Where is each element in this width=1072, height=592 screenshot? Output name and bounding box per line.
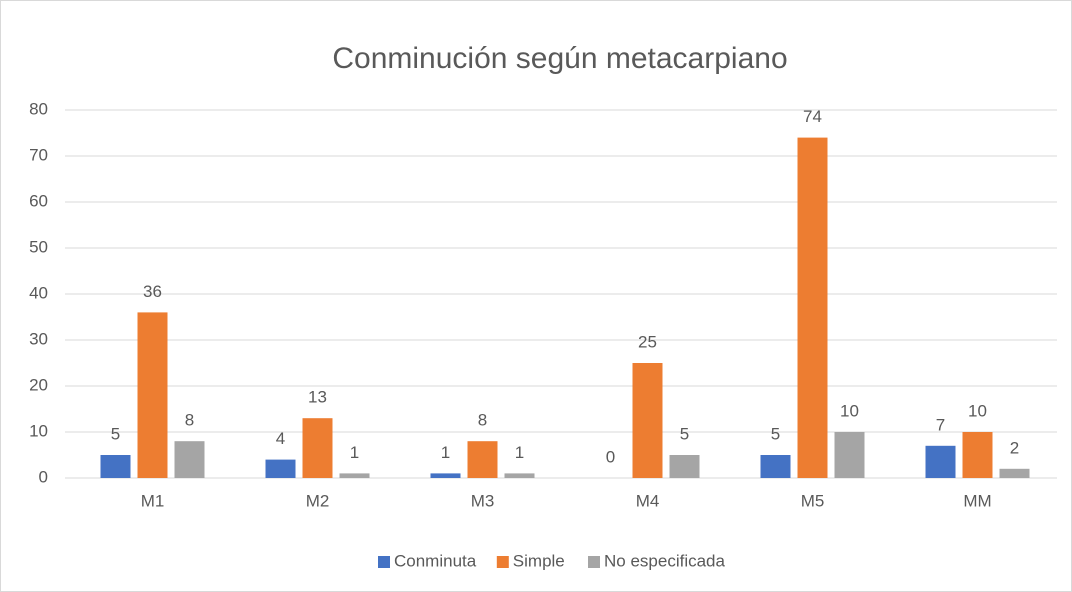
data-label: 7 <box>936 415 945 434</box>
y-tick-label: 80 <box>29 99 48 118</box>
bar <box>760 455 791 478</box>
legend-label: Simple <box>513 551 565 570</box>
data-label: 1 <box>350 443 359 462</box>
data-label: 10 <box>968 401 987 420</box>
y-tick-label: 50 <box>29 237 48 256</box>
data-label: 2 <box>1010 438 1019 457</box>
y-tick-label: 20 <box>29 375 48 394</box>
legend-label: Conminuta <box>394 551 477 570</box>
data-label: 4 <box>276 429 285 448</box>
bar <box>467 441 498 478</box>
data-label: 5 <box>771 424 780 443</box>
bar <box>797 137 828 478</box>
chart-title: Conminución según metacarpiano <box>332 42 787 75</box>
y-tick-label: 40 <box>29 283 48 302</box>
bar <box>174 441 205 478</box>
data-label: 13 <box>308 388 327 407</box>
bar <box>504 473 535 478</box>
data-label: 25 <box>638 332 657 351</box>
data-label: 5 <box>111 424 120 443</box>
bar <box>265 459 296 478</box>
bar <box>999 468 1030 478</box>
bar <box>925 445 956 478</box>
legend-swatch <box>378 556 390 568</box>
y-tick-label: 0 <box>39 467 48 486</box>
y-tick-label: 10 <box>29 421 48 440</box>
bar <box>632 363 663 478</box>
x-tick-label: M4 <box>636 491 660 510</box>
bar <box>834 432 865 478</box>
bar <box>962 432 993 478</box>
data-label: 0 <box>606 447 615 466</box>
bar <box>430 473 461 478</box>
bar <box>137 312 168 478</box>
legend-swatch <box>496 556 509 568</box>
y-tick-label: 70 <box>29 145 48 164</box>
x-tick-label: M1 <box>141 491 165 510</box>
data-label: 1 <box>515 443 524 462</box>
data-label: 5 <box>680 424 689 443</box>
data-label: 74 <box>803 107 822 126</box>
x-tick-label: M2 <box>306 491 330 510</box>
data-label: 8 <box>185 411 194 430</box>
data-label: 36 <box>143 282 162 301</box>
y-tick-label: 60 <box>29 191 48 210</box>
bar <box>302 418 333 478</box>
bar <box>339 473 370 478</box>
bar <box>100 455 131 478</box>
x-tick-label: M5 <box>801 491 825 510</box>
legend-swatch <box>588 556 600 568</box>
data-label: 1 <box>441 443 450 462</box>
x-tick-label: MM <box>963 491 991 510</box>
x-tick-label: M3 <box>471 491 495 510</box>
data-label: 10 <box>840 401 859 420</box>
bar <box>669 455 700 478</box>
y-tick-label: 30 <box>29 329 48 348</box>
data-label: 8 <box>478 411 487 430</box>
legend-label: No especificada <box>604 551 726 570</box>
